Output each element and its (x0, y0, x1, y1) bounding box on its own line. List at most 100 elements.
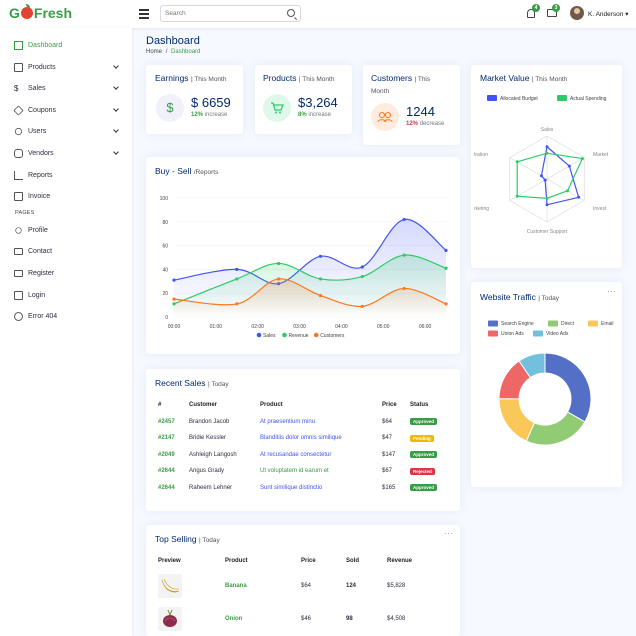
logo[interactable]: G Fresh (9, 4, 72, 21)
legend-label: Search Engine (501, 321, 534, 327)
legend-marker[interactable] (548, 320, 558, 327)
data-point (444, 266, 448, 270)
more-options-icon[interactable]: ··· (607, 287, 617, 296)
chevron-down-icon (113, 106, 119, 112)
legend-marker[interactable] (487, 95, 497, 101)
legend-marker[interactable] (588, 320, 598, 327)
table-row[interactable]: #2147 Bridie Kessler Blanditiis dolor omni… (158, 430, 453, 447)
card-title: Products | This Month (263, 73, 335, 83)
card-icon (14, 269, 23, 277)
product-link[interactable]: Blanditiis dolor omnis similique (260, 435, 342, 442)
column-header[interactable]: Sold (346, 558, 359, 565)
price: $147 (382, 451, 396, 458)
column-header[interactable]: Price (382, 402, 397, 409)
table-row[interactable]: #2644 Raheem Lehner Sunt similique distinc… (158, 480, 453, 497)
sidebar-item-users[interactable]: Users (14, 124, 122, 138)
vendors-icon (14, 148, 23, 158)
page-title: Dashboard (146, 35, 200, 47)
column-header[interactable]: Product (225, 558, 248, 565)
column-header[interactable]: Customer (189, 402, 218, 409)
search-icon[interactable] (287, 9, 295, 17)
pie-slice-search-engine[interactable] (544, 352, 592, 423)
legend-marker[interactable] (488, 320, 498, 327)
notification-badge: 4 (532, 4, 540, 12)
order-id[interactable]: #2457 (158, 418, 175, 425)
legend-label: Customers (320, 333, 345, 339)
buy-sell-card: Buy - Sell /Reports 0 20 40 60 80 100 00:00 01:… (146, 157, 460, 354)
customers-card: Customers | This Month 1244 12% decrease (363, 65, 460, 145)
column-header[interactable]: # (158, 402, 162, 409)
radar-axis-label: tration (474, 152, 488, 158)
data-point (318, 254, 323, 258)
table-row[interactable]: #2457 Brandon Jacob At praesentium minu $64… (158, 414, 453, 431)
table-row[interactable]: Onion $46 98 $4,508 (158, 603, 448, 636)
grid-icon (14, 40, 23, 50)
table-row[interactable]: Banana $64 124 $5,828 (158, 570, 448, 603)
user-menu[interactable]: K. Anderson ▾ (588, 11, 629, 18)
status-cell: Approved (410, 480, 453, 497)
legend-label: Actual Spending (570, 96, 607, 102)
legend-label: Video Ads (546, 331, 569, 337)
sidebar-item-products[interactable]: Products (14, 60, 122, 74)
sidebar-item-error-404[interactable]: Error 404 (14, 309, 122, 323)
pie-slice-direct[interactable] (525, 411, 586, 446)
product-name[interactable]: Onion (225, 616, 243, 622)
sidebar: Dashboard Products $ Sales Coupons Users… (0, 28, 132, 636)
bell-icon[interactable] (527, 9, 535, 18)
apple-icon (20, 4, 33, 19)
column-header[interactable]: Status (410, 402, 429, 409)
column-header[interactable]: Product (260, 402, 283, 409)
legend-marker[interactable] (282, 332, 287, 338)
legend-marker[interactable] (313, 332, 319, 338)
product-name[interactable]: Banana (225, 583, 247, 589)
column-header[interactable]: Price (301, 558, 316, 565)
more-options-icon[interactable]: ··· (444, 529, 454, 538)
y-tick-label: 20 (162, 291, 168, 297)
legend-marker[interactable] (256, 332, 262, 338)
pie-slice-email[interactable] (498, 398, 536, 442)
pie-slice-video-ads[interactable] (518, 352, 546, 379)
product-link[interactable]: At praesentium minu (260, 418, 316, 425)
radar-axis-label: rketing (474, 206, 489, 212)
sidebar-item-profile[interactable]: Profile (14, 223, 122, 237)
legend-marker[interactable] (533, 330, 543, 337)
product-link[interactable]: Ut voluptatem id earum et (260, 468, 329, 475)
order-id[interactable]: #2049 (158, 451, 175, 458)
cart-icon (263, 94, 291, 122)
product-link[interactable]: Sunt similique distinctio (260, 484, 323, 491)
sidebar-item-label: Profile (28, 226, 48, 234)
product-link[interactable]: At recusandae consectetur (260, 451, 332, 458)
sidebar-item-invoice[interactable]: Invoice (14, 189, 122, 203)
order-id[interactable]: #2644 (158, 468, 175, 475)
earnings-card: Earnings | This Month $ $ 6659 12% incre… (146, 65, 243, 134)
breadcrumb-home[interactable]: Home (146, 49, 163, 55)
data-point (235, 277, 239, 281)
username: K. Anderson (588, 11, 624, 18)
table-row[interactable]: #2644 Angus Grady Ut voluptatem id earum e… (158, 463, 453, 480)
customers-change: 12% decrease (406, 121, 445, 127)
sidebar-item-contact[interactable]: Contact (14, 244, 122, 258)
column-header[interactable]: Revenue (387, 558, 413, 565)
table-row[interactable]: #2049 Ashleigh Langosh At recusandae conse… (158, 447, 453, 464)
sidebar-item-dashboard[interactable]: Dashboard (14, 38, 122, 52)
sidebar-item-vendors[interactable]: Vendors (14, 146, 122, 160)
envelope-icon (14, 247, 23, 255)
order-id[interactable]: #2644 (158, 484, 175, 491)
legend-label: Direct (561, 321, 575, 327)
sidebar-item-register[interactable]: Register (14, 266, 122, 280)
sidebar-item-coupons[interactable]: Coupons (13, 103, 122, 117)
order-id[interactable]: #2147 (158, 435, 175, 442)
column-header[interactable]: Preview (158, 558, 181, 565)
radar-axis (546, 157, 585, 180)
data-point (545, 203, 549, 207)
sidebar-item-sales[interactable]: $ Sales (14, 81, 122, 95)
sidebar-item-reports[interactable]: Reports (14, 168, 122, 182)
card-title: Market Value | This Month (480, 73, 568, 83)
breadcrumb-separator: / (165, 49, 168, 55)
legend-marker[interactable] (488, 330, 498, 337)
sidebar-item-login[interactable]: Login (14, 288, 122, 302)
avatar[interactable] (570, 6, 584, 20)
search-input[interactable] (161, 6, 276, 21)
legend-marker[interactable] (557, 95, 567, 101)
menu-toggle-icon[interactable] (139, 9, 149, 21)
